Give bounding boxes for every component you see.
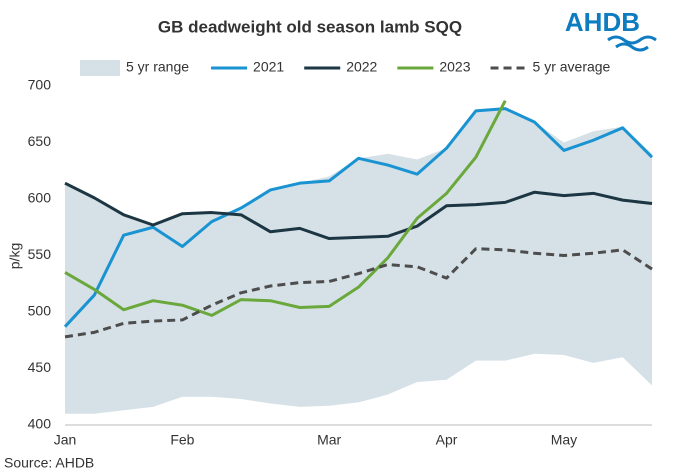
series-line [63, 107, 654, 328]
x-tick-label: Feb [170, 432, 194, 448]
y-tick-label: 500 [28, 303, 52, 319]
x-tick-label: Apr [436, 432, 458, 448]
y-tick-label: 650 [28, 133, 52, 149]
legend-label: 5 yr average [533, 59, 611, 75]
legend-swatch [80, 60, 120, 76]
x-tick-label: Mar [317, 432, 341, 448]
logo-wave [615, 42, 649, 52]
source-note: Source: AHDB [4, 455, 94, 471]
legend-label: 5 yr range [126, 59, 189, 75]
y-tick-label: 700 [28, 77, 52, 93]
series-line [64, 247, 653, 339]
series-line [64, 181, 653, 241]
y-tick-label: 550 [28, 246, 52, 262]
legend-label: 2023 [439, 59, 470, 75]
legend-label: 2022 [346, 59, 377, 75]
y-tick-label: 400 [28, 416, 52, 432]
y-axis-title: p/kg [7, 243, 23, 269]
legend-label: 2021 [253, 59, 284, 75]
y-tick-label: 450 [28, 359, 52, 375]
x-tick-label: Jan [54, 432, 77, 448]
brand-logo: AHDB [565, 7, 640, 37]
logo-wave [607, 35, 657, 45]
x-tick-label: May [551, 432, 577, 448]
range-area [65, 108, 652, 414]
chart-title: GB deadweight old season lamb SQQ [158, 17, 462, 36]
series-line [64, 99, 507, 317]
y-tick-label: 600 [28, 190, 52, 206]
